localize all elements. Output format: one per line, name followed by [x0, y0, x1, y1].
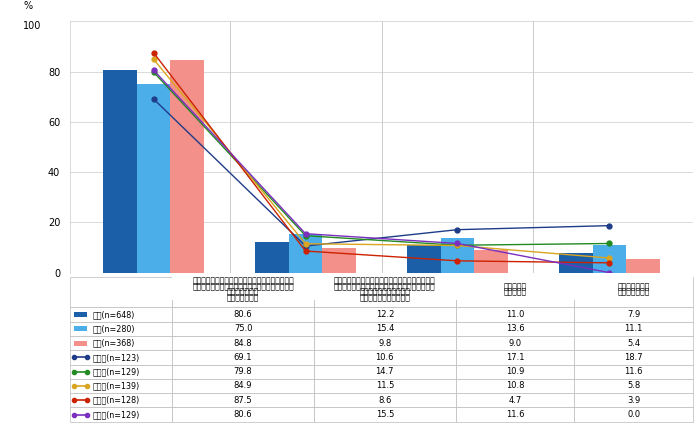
Text: 10.6: 10.6: [375, 353, 394, 362]
Text: 17.1: 17.1: [505, 353, 524, 362]
Text: ティーバッグ（自分で茶葉をティーバッグに詰め
るものも含む）: ティーバッグ（自分で茶葉をティーバッグに詰め るものも含む）: [193, 276, 294, 296]
Text: 3.9: 3.9: [627, 396, 640, 405]
Text: 0.0: 0.0: [627, 410, 640, 419]
Bar: [559, 253, 593, 273]
Text: 5.8: 5.8: [627, 381, 640, 391]
Text: 80.6: 80.6: [234, 410, 253, 419]
Text: 18.7: 18.7: [624, 353, 643, 362]
Text: %: %: [23, 1, 32, 11]
Text: フィルター（ティーバッグを使わず、フィルター
に茶葉をいれるタイプ）: フィルター（ティーバッグを使わず、フィルター に茶葉をいれるタイプ）: [334, 282, 435, 302]
Text: 8.6: 8.6: [378, 396, 391, 405]
Text: 11.5: 11.5: [376, 381, 394, 391]
Bar: [170, 60, 204, 273]
Bar: [626, 259, 659, 273]
Bar: [104, 70, 137, 273]
Text: 粉末タイプ: 粉末タイプ: [503, 282, 526, 291]
Bar: [322, 248, 356, 273]
Text: 15.5: 15.5: [376, 410, 394, 419]
Text: 12.2: 12.2: [376, 310, 394, 319]
Text: 15.4: 15.4: [376, 324, 394, 333]
Text: 粉末タイプ: 粉末タイプ: [503, 288, 526, 296]
Text: 9.0: 9.0: [508, 339, 522, 348]
Text: 10.8: 10.8: [505, 381, 524, 391]
Text: フィルター（ティーバッグを使わず、フィルター
に茶葉をいれるタイプ）: フィルター（ティーバッグを使わず、フィルター に茶葉をいれるタイプ）: [334, 276, 435, 296]
Text: 11.1: 11.1: [624, 324, 643, 333]
Text: 液体濃縮タイプ: 液体濃縮タイプ: [617, 282, 650, 291]
Text: ４０代(n=139): ４０代(n=139): [92, 381, 140, 391]
Text: 80.6: 80.6: [234, 310, 253, 319]
Text: 100: 100: [23, 21, 42, 31]
Text: ２０代(n=123): ２０代(n=123): [92, 353, 140, 362]
Text: 女性(n=368): 女性(n=368): [92, 339, 135, 348]
Bar: [441, 239, 474, 273]
Text: 10.9: 10.9: [506, 367, 524, 376]
Text: 9.8: 9.8: [378, 339, 391, 348]
Text: 69.1: 69.1: [234, 353, 252, 362]
Bar: [593, 245, 626, 273]
Text: 84.8: 84.8: [234, 339, 253, 348]
Text: 13.6: 13.6: [505, 324, 524, 333]
Text: 79.8: 79.8: [234, 367, 253, 376]
Text: 84.9: 84.9: [234, 381, 252, 391]
Text: 11.6: 11.6: [505, 410, 524, 419]
Text: 5.4: 5.4: [627, 339, 640, 348]
Bar: [137, 84, 170, 273]
Text: 4.7: 4.7: [508, 396, 522, 405]
Text: ６０代(n=129): ６０代(n=129): [92, 410, 140, 419]
Text: 液体濃縮タイプ: 液体濃縮タイプ: [617, 288, 650, 296]
Text: 11.6: 11.6: [624, 367, 643, 376]
Text: ティーバッグ（自分で茶葉をティーバッグに詰め
るものも含む）: ティーバッグ（自分で茶葉をティーバッグに詰め るものも含む）: [193, 282, 294, 302]
Text: ５０代(n=128): ５０代(n=128): [92, 396, 140, 405]
Text: 11.0: 11.0: [506, 310, 524, 319]
Bar: [474, 250, 508, 273]
Text: 7.9: 7.9: [627, 310, 640, 319]
Text: 男性(n=280): 男性(n=280): [92, 324, 135, 333]
Text: ３０代(n=129): ３０代(n=129): [92, 367, 140, 376]
Bar: [407, 245, 441, 273]
Bar: [256, 242, 289, 273]
Bar: [289, 234, 322, 273]
Text: 14.7: 14.7: [375, 367, 394, 376]
Text: 75.0: 75.0: [234, 324, 252, 333]
Text: 87.5: 87.5: [234, 396, 253, 405]
Text: 全体(n=648): 全体(n=648): [92, 310, 135, 319]
